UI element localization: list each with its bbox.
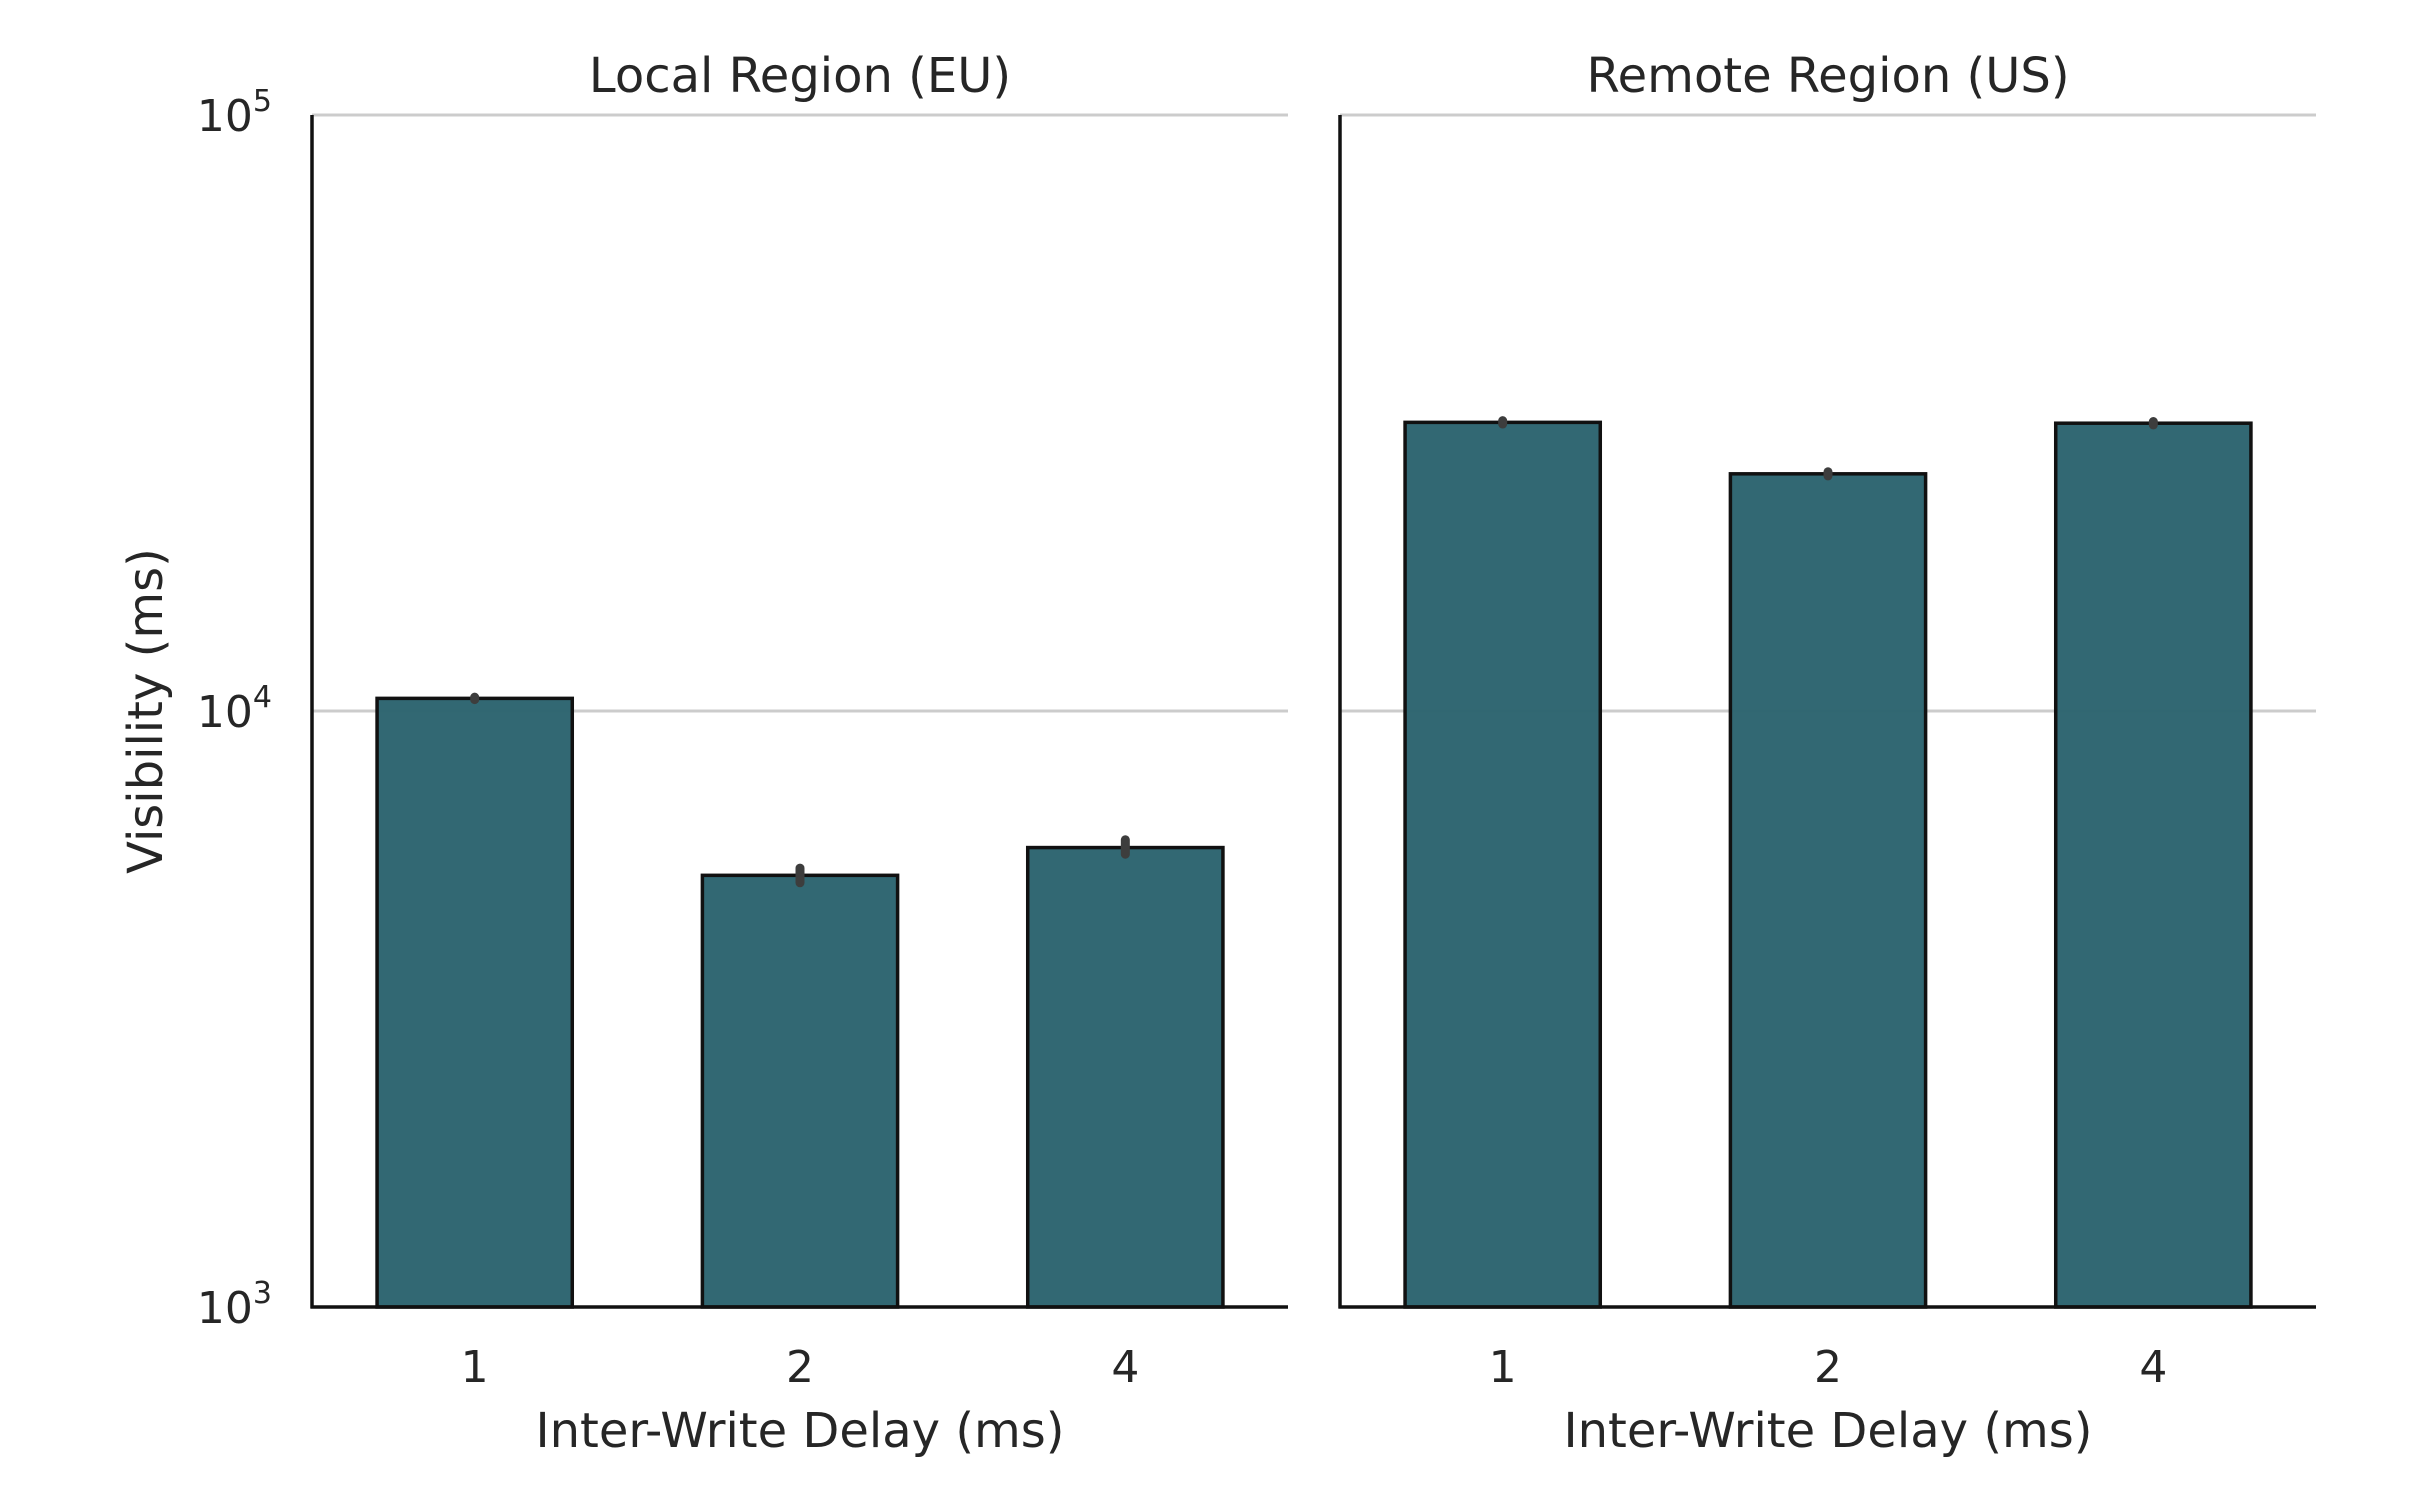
- y-tick-exponent: 4: [253, 680, 272, 715]
- bar: [700, 873, 900, 1309]
- bar: [375, 696, 575, 1309]
- y-tick-base: 10: [197, 1283, 253, 1334]
- bar: [1728, 472, 1928, 1309]
- panel-title: Local Region (EU): [589, 48, 1011, 104]
- x-axis-label: Inter-Write Delay (ms): [1563, 1403, 2092, 1459]
- x-axis-label: Inter-Write Delay (ms): [535, 1403, 1064, 1459]
- panel-title: Remote Region (US): [1586, 48, 2069, 104]
- y-tick-label: 103: [197, 1276, 272, 1334]
- x-tick-label: 4: [2139, 1342, 2167, 1393]
- x-tick-label: 2: [1814, 1342, 1842, 1393]
- bar: [2053, 421, 2253, 1309]
- bar: [1025, 845, 1225, 1309]
- y-tick-exponent: 5: [253, 84, 272, 119]
- y-tick-label: 105: [197, 84, 272, 142]
- x-tick-label: 4: [1111, 1342, 1139, 1393]
- y-tick-label: 104: [197, 680, 272, 738]
- bar: [1403, 420, 1603, 1309]
- x-tick-label: 2: [786, 1342, 814, 1393]
- y-tick-base: 10: [197, 91, 253, 142]
- y-tick-base: 10: [197, 687, 253, 738]
- x-tick-label: 1: [461, 1342, 489, 1393]
- x-tick-label: 1: [1489, 1342, 1517, 1393]
- y-axis-label: Visibility (ms): [118, 548, 174, 874]
- y-tick-exponent: 3: [253, 1276, 272, 1311]
